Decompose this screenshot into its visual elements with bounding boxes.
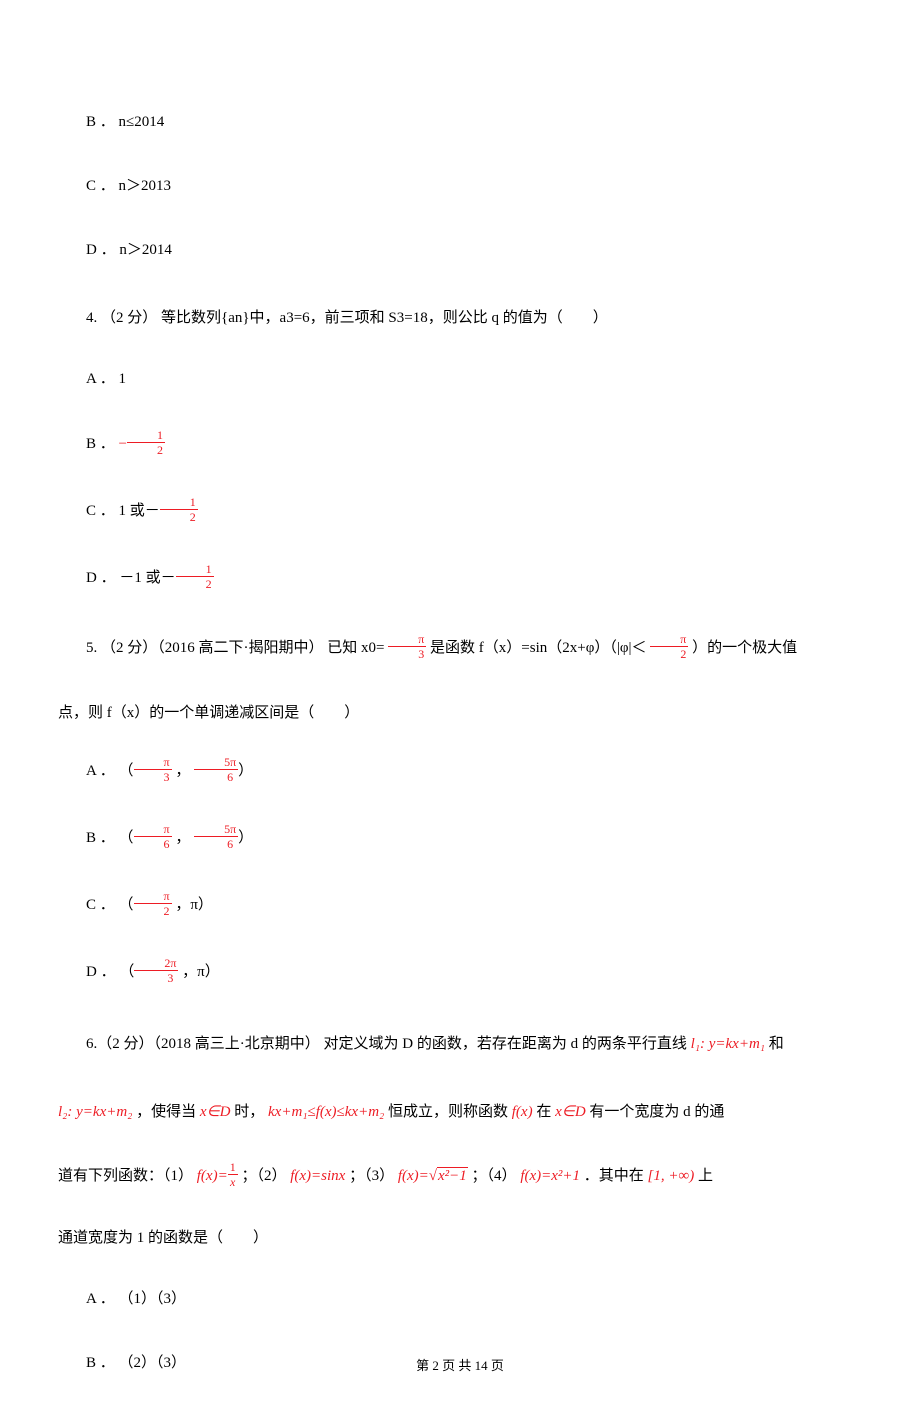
option-suffix: ，π）	[172, 897, 213, 913]
page-number: 第 2 页 共 14 页	[416, 1358, 504, 1373]
t2b: 时，	[230, 1104, 268, 1120]
fraction: π2	[134, 890, 172, 917]
t3e: ．其中在	[580, 1168, 648, 1184]
fx: f(x)	[512, 1104, 533, 1120]
f1a: f(x)=	[197, 1168, 228, 1184]
f4: f(x)=x²+1	[520, 1168, 580, 1184]
fraction-pi3: π3	[388, 633, 426, 660]
minus-sign: −	[119, 436, 127, 452]
q5-option-d: D ． （2π3 ，π）	[58, 959, 862, 986]
t4: 通道宽度为 1 的函数是（ ）	[58, 1230, 268, 1246]
sqrt: √x²−1	[429, 1167, 468, 1184]
t3f: 上	[694, 1168, 713, 1184]
t3d: ；（4）	[468, 1168, 521, 1184]
option-suffix: ）	[238, 830, 253, 846]
t2d: 在	[533, 1104, 556, 1120]
q4-option-d: D ． －1 或－12	[58, 565, 862, 592]
fraction: 12	[127, 429, 165, 456]
stem-part3: ）的一个极大值	[688, 640, 797, 656]
q6-line4: 通道宽度为 1 的函数是（ ）	[58, 1222, 862, 1255]
q5-option-c: C ． （π2 ，π）	[58, 892, 862, 919]
q5-stem: 5. （2 分）（2016 高二下·揭阳期中） 已知 x0= π3 是函数 f（…	[58, 632, 862, 665]
t2c: 恒成立，则称函数	[384, 1104, 512, 1120]
option-text: B ． n≤2014	[86, 114, 164, 130]
f3a: f(x)=	[398, 1168, 429, 1184]
fraction: 2π3	[134, 957, 178, 984]
option-prefix: B ． （	[86, 830, 134, 846]
fraction: 5π6	[194, 823, 238, 850]
formula-l1: l₁: y=kx+m₁	[691, 1036, 765, 1052]
option-suffix: ，π）	[178, 964, 219, 980]
q3-option-c: C ． n＞2013	[58, 174, 862, 198]
fraction: 12	[176, 563, 214, 590]
sqrt-content: x²−1	[437, 1167, 468, 1184]
option-prefix: B ．	[86, 436, 119, 452]
q3-option-b: B ． n≤2014	[58, 110, 862, 134]
option-prefix: C ． 1 或－	[86, 503, 160, 519]
option-prefix: A ． （	[86, 763, 134, 779]
option-prefix: D ． （	[86, 964, 134, 980]
fraction-pi2: π2	[650, 633, 688, 660]
option-prefix: D ． －1 或－	[86, 570, 176, 586]
option-text: A ． （1）（3）	[86, 1291, 186, 1307]
q4-option-a: A ． 1	[58, 367, 862, 391]
fraction: π6	[134, 823, 172, 850]
q4-stem: 4. （2 分） 等比数列{an}中，a3=6，前三项和 S3=18，则公比 q…	[58, 302, 862, 335]
xed: x∈D	[200, 1104, 231, 1120]
xed2: x∈D	[555, 1104, 586, 1120]
stem-part2: 是函数 f（x）=sin（2x+φ）（|φ|＜	[426, 640, 650, 656]
q6-stem: 6.（2 分）（2018 高三上·北京期中） 对定义域为 D 的函数，若存在距离…	[58, 1026, 862, 1062]
sqrt-sign: √	[429, 1168, 437, 1184]
q5-stem-continue: 点，则 f（x）的一个单调递减区间是（ ）	[58, 697, 862, 730]
t2e: 有一个宽度为 d 的通	[586, 1104, 725, 1120]
sep: ，	[172, 763, 195, 779]
fraction: 12	[160, 496, 198, 523]
t3c: ；（3）	[345, 1168, 398, 1184]
fraction-1x: 1x	[228, 1161, 238, 1188]
stem-cont: 点，则 f（x）的一个单调递减区间是（ ）	[58, 705, 359, 721]
option-text: A ． 1	[86, 371, 126, 387]
q4-option-c: C ． 1 或－12	[58, 498, 862, 525]
stem-1a: 6.（2 分）（2018 高三上·北京期中） 对定义域为 D 的函数，若存在距离…	[86, 1036, 691, 1052]
option-text: C ． n＞2013	[86, 178, 171, 194]
fraction: 5π6	[194, 756, 238, 783]
option-prefix: C ． （	[86, 897, 134, 913]
option-suffix: ）	[238, 763, 253, 779]
sep: ，	[172, 830, 195, 846]
t3a: 道有下列函数：（1）	[58, 1168, 197, 1184]
q6-option-a: A ． （1）（3）	[58, 1287, 862, 1311]
fraction: π3	[134, 756, 172, 783]
ineq: kx+m₁≤f(x)≤kx+m₂	[268, 1104, 384, 1120]
stem-part1: 5. （2 分）（2016 高二下·揭阳期中） 已知 x0=	[86, 640, 388, 656]
page-footer: 第 2 页 共 14 页	[0, 1356, 920, 1377]
q3-option-d: D ． n＞2014	[58, 238, 862, 262]
stem-1b: 和	[765, 1036, 784, 1052]
formula-l2: l₂: y=kx+m₂	[58, 1104, 132, 1120]
t3b: ；（2）	[238, 1168, 291, 1184]
q6-line3: 道有下列函数：（1） f(x)=1x ；（2） f(x)=sinx ；（3） f…	[58, 1158, 862, 1194]
q6-line2: l₂: y=kx+m₂ ，使得当 x∈D 时， kx+m₁≤f(x)≤kx+m₂…	[58, 1094, 862, 1130]
option-text: D ． n＞2014	[86, 242, 172, 258]
q5-option-b: B ． （π6 ， 5π6）	[58, 825, 862, 852]
f2: f(x)=sinx	[290, 1168, 345, 1184]
t2a: ，使得当	[132, 1104, 200, 1120]
q4-option-b: B ． −12	[58, 431, 862, 458]
interval: [1, +∞)	[648, 1168, 695, 1184]
q5-option-a: A ． （π3 ， 5π6）	[58, 758, 862, 785]
stem-text: 4. （2 分） 等比数列{an}中，a3=6，前三项和 S3=18，则公比 q…	[86, 310, 608, 326]
